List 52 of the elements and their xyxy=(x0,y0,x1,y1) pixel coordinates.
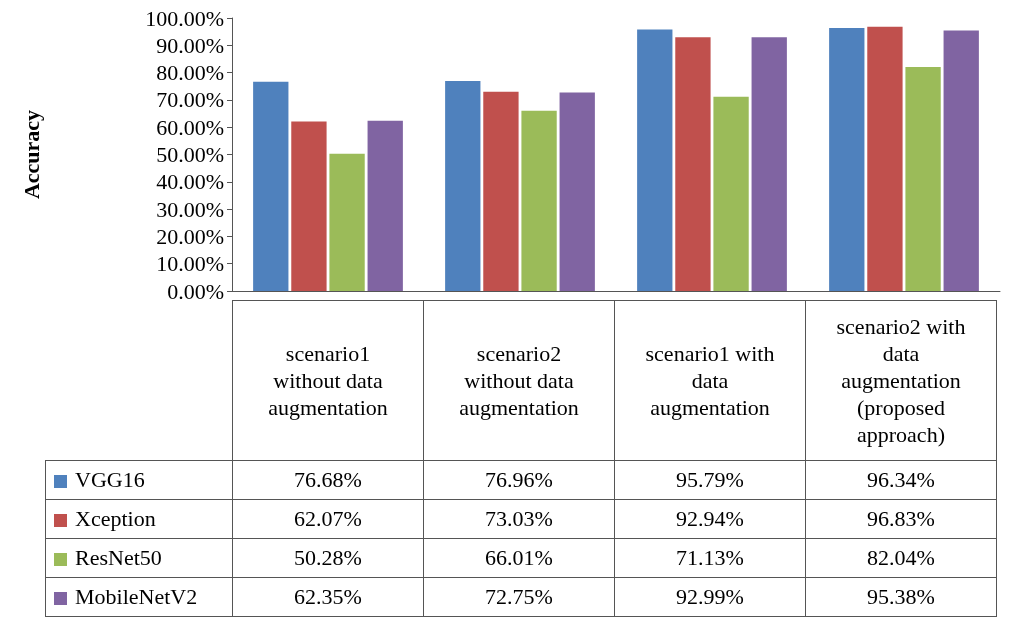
bar xyxy=(521,110,557,291)
bar xyxy=(713,96,749,291)
data-label: 96.83% xyxy=(805,499,997,539)
y-tick-label: 30.00% xyxy=(156,196,224,222)
data-label: 62.07% xyxy=(232,499,424,539)
y-tick-label: 0.00% xyxy=(167,278,224,304)
data-label: 62.35% xyxy=(232,577,424,617)
y-tick-label: 20.00% xyxy=(156,223,224,249)
legend-label: VGG16 xyxy=(45,460,233,500)
data-label: 95.38% xyxy=(805,577,997,617)
bar xyxy=(675,37,711,291)
x-tick-label: scenario2 with data augmentation (proposed approach) xyxy=(805,300,997,461)
y-tick-label: 40.00% xyxy=(156,169,224,195)
data-label: 92.94% xyxy=(614,499,806,539)
y-tick-label: 60.00% xyxy=(156,114,224,140)
data-label: 66.01% xyxy=(423,538,615,578)
y-tick-label: 100.00% xyxy=(145,5,224,31)
bar xyxy=(943,30,979,291)
bar xyxy=(445,80,481,291)
y-tick-label: 80.00% xyxy=(156,60,224,86)
data-label: 76.68% xyxy=(232,460,424,500)
y-tick-label: 70.00% xyxy=(156,87,224,113)
y-axis-title: Accuracy xyxy=(18,109,44,200)
data-label: 92.99% xyxy=(614,577,806,617)
bar xyxy=(329,153,365,291)
data-label: 96.34% xyxy=(805,460,997,500)
bar xyxy=(559,92,595,291)
bar xyxy=(751,37,787,291)
bar xyxy=(867,26,903,291)
data-label: 50.28% xyxy=(232,538,424,578)
data-label: 82.04% xyxy=(805,538,997,578)
bar xyxy=(829,27,865,291)
bar xyxy=(483,91,519,291)
legend-label: Xception xyxy=(45,499,233,539)
bar xyxy=(253,81,289,291)
y-tick-label: 90.00% xyxy=(156,32,224,58)
data-label: 76.96% xyxy=(423,460,615,500)
data-label: 72.75% xyxy=(423,577,615,617)
x-tick-label: scenario1 with data augmentation xyxy=(614,300,806,461)
bar xyxy=(905,67,941,291)
x-tick-label: scenario1 without data augmentation xyxy=(232,300,424,461)
y-tick-label: 50.00% xyxy=(156,142,224,167)
bar xyxy=(367,120,403,291)
bar xyxy=(637,29,673,291)
data-label: 73.03% xyxy=(423,499,615,539)
x-tick-label: scenario2 without data augmentation xyxy=(423,300,615,461)
legend-label: ResNet50 xyxy=(45,538,233,578)
bar xyxy=(291,121,327,291)
data-label: 71.13% xyxy=(614,538,806,578)
data-label: 95.79% xyxy=(614,460,806,500)
y-tick-label: 10.00% xyxy=(156,251,224,277)
legend-label: MobileNetV2 xyxy=(45,577,233,617)
